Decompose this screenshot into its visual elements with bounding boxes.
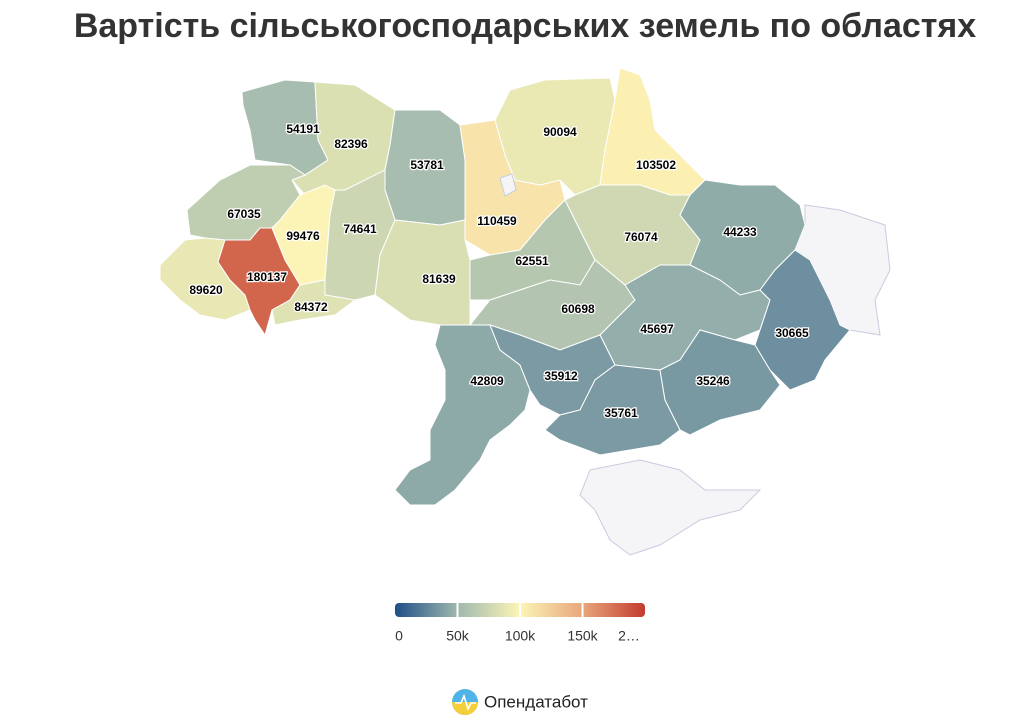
value-label: 62551 bbox=[515, 254, 549, 268]
tick-label: 0 bbox=[395, 628, 403, 644]
tick-label: 2… bbox=[618, 628, 640, 644]
value-label: 99476 bbox=[286, 229, 320, 243]
value-label: 180137 bbox=[247, 270, 287, 284]
tick-label: 100k bbox=[505, 628, 536, 644]
value-label: 76074 bbox=[624, 230, 658, 244]
value-label: 53781 bbox=[410, 158, 444, 172]
tick-label: 50k bbox=[446, 628, 470, 644]
value-label: 74641 bbox=[343, 222, 377, 236]
value-label: 90094 bbox=[543, 125, 577, 139]
region bbox=[754, 249, 851, 391]
value-label: 103502 bbox=[636, 158, 676, 172]
no-data-region bbox=[579, 459, 762, 556]
tick-label: 150k bbox=[567, 628, 598, 644]
region bbox=[599, 67, 706, 196]
value-label: 60698 bbox=[561, 302, 595, 316]
region bbox=[659, 329, 781, 436]
value-label: 84372 bbox=[294, 300, 328, 314]
value-label: 44233 bbox=[723, 225, 757, 239]
value-label: 54191 bbox=[286, 122, 320, 136]
value-label: 30665 bbox=[775, 326, 809, 340]
region bbox=[374, 219, 471, 326]
value-label: 81639 bbox=[422, 272, 456, 286]
value-label: 82396 bbox=[334, 137, 368, 151]
value-label: 42809 bbox=[470, 374, 504, 388]
brand-name: Опендатабот bbox=[484, 692, 588, 711]
value-label: 35912 bbox=[544, 369, 578, 383]
value-label: 89620 bbox=[189, 283, 223, 297]
title: Вартість сільськогосподарських земель по… bbox=[74, 7, 976, 45]
value-label: 67035 bbox=[227, 207, 261, 221]
value-label: 45697 bbox=[640, 322, 674, 336]
value-label: 35246 bbox=[696, 374, 730, 388]
no-data-region bbox=[499, 173, 517, 197]
value-label: 110459 bbox=[477, 214, 517, 228]
brand-logo bbox=[452, 689, 478, 715]
value-label: 35761 bbox=[604, 406, 638, 420]
region bbox=[271, 279, 357, 326]
